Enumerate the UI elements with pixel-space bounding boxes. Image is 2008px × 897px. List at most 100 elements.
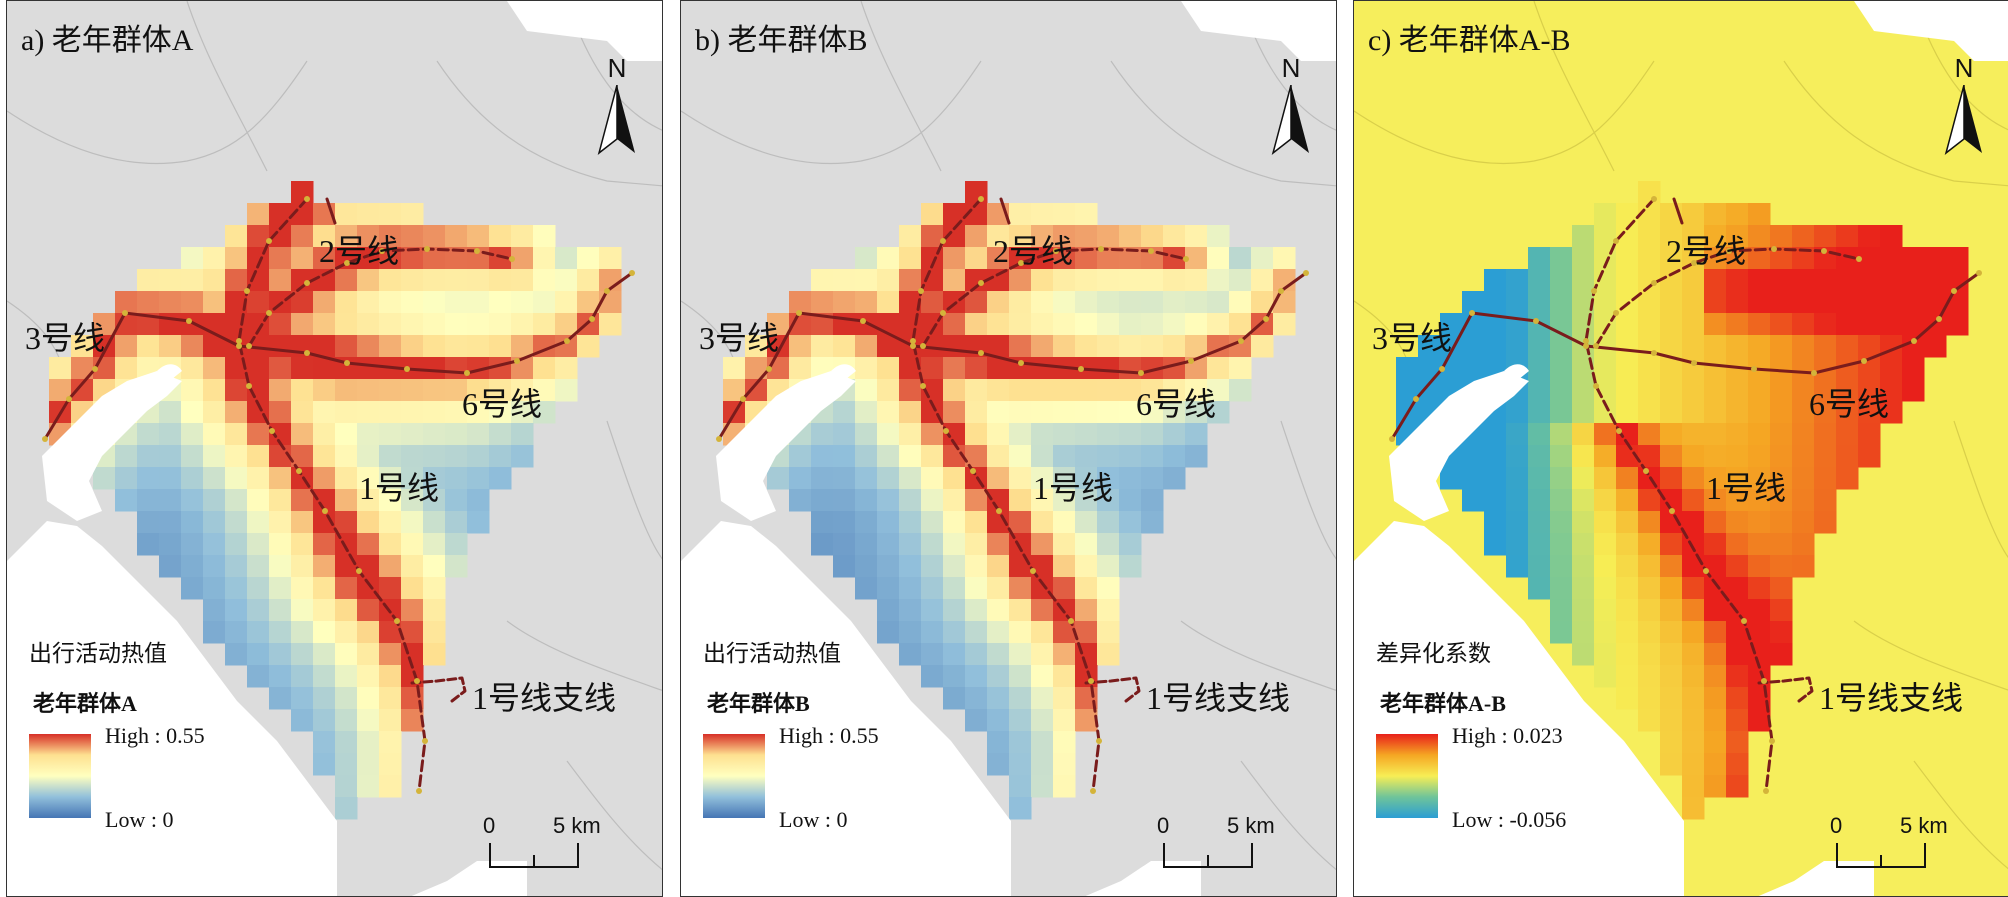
panel-title: a) 老年群体A [21,24,194,57]
station-dot [978,196,984,202]
station-dot [379,248,385,254]
station-dot [244,288,250,294]
legend-subtitle-suffix: B [795,691,810,716]
station-dot [186,318,192,324]
scale-bar [1163,843,1253,868]
label-line3: 3号线 [699,320,780,356]
north-arrow: N [1261,53,1321,163]
label-line1-branch: 1号线支线 [1819,680,1964,716]
panel-title: b) 老年群体B [695,24,868,57]
station-dot [42,436,48,442]
scale-bar-zero: 0 [1157,813,1170,838]
station-dot [1651,196,1657,202]
station-dot [1726,248,1732,254]
station-dot [236,343,242,349]
station-dot [344,360,350,366]
heat-grid [723,181,1296,820]
station-dot [918,288,924,294]
station-dot [1911,338,1917,344]
stations [1389,196,1982,794]
station-dot [266,310,272,316]
metro-line-1-branch [1084,676,1141,703]
station-dot [92,366,98,372]
map-canvas [681,1,1336,896]
station-dot [1148,248,1154,254]
station-dot [414,678,420,684]
station-dot [1691,360,1697,366]
station-dot [1090,788,1096,794]
label-line2: 2号线 [993,233,1074,269]
station-dot [1030,568,1036,574]
station-dot [1439,366,1445,372]
label-line3: 3号线 [1372,320,1453,356]
station-dot [236,338,242,344]
label-line6: 6号线 [462,386,543,422]
station-dot [1771,246,1777,252]
legend-color-ramp [703,734,765,818]
station-dot [629,270,635,276]
station-dot [589,316,595,322]
station-dot [356,568,362,574]
station-dot [860,318,866,324]
scale-bar [1836,843,1926,868]
north-arrow: N [1934,53,1994,163]
station-dot [1811,370,1817,376]
station-dot [766,366,772,372]
station-dot [246,343,252,349]
scale-bar-zero: 0 [483,813,496,838]
station-dot [996,508,1002,514]
legend-color-ramp [29,734,91,818]
station-dot [1188,358,1194,364]
panel-c: c) 老年群体A-B N 2号线 3号线 6号线 1号线 1号线支线 差异化系数 老年群体A-B… [1353,0,2008,897]
scale-bar-zero: 0 [1830,813,1843,838]
station-dot [1389,436,1395,442]
heat-grid [1396,181,1969,820]
station-dot [1583,343,1589,349]
station-dot [716,436,722,442]
label-line1-branch: 1号线支线 [472,680,617,716]
station-dot [970,468,976,474]
station-dot [1088,678,1094,684]
station-dot [344,260,350,266]
station-dot [1533,318,1539,324]
metro-line-1-branch [1757,676,1814,703]
map-canvas [7,1,662,896]
legend-title: 差异化系数 [1376,641,1491,666]
north-label: N [1281,53,1301,83]
station-dot [940,238,946,244]
legend-color-ramp [1376,734,1438,818]
scale-bar [489,843,579,868]
station-dot [66,396,72,402]
legend-high: High : 0.023 [1452,723,1563,748]
metro-line-6 [247,247,514,348]
station-dot [1616,428,1622,434]
station-dot [1651,350,1657,356]
station-dot [269,428,275,434]
station-dot [796,310,802,316]
station-dot [404,366,410,372]
north-arrow-icon [1271,85,1309,155]
station-dot [943,428,949,434]
station-dot [304,196,310,202]
legend-subtitle-suffix: A [121,691,137,716]
station-dot [1183,256,1189,262]
station-dot [1643,468,1649,474]
station-dot [464,370,470,376]
station-dot [740,396,746,402]
station-dot [920,343,926,349]
station-dot [122,310,128,316]
legend-subtitle-prefix: 老年群体 [33,691,122,716]
legend-low: Low : 0 [105,807,174,832]
station-dot [604,288,610,294]
station-dot [1613,238,1619,244]
station-dot [296,468,302,474]
station-dot [1278,288,1284,294]
station-dot [1303,270,1309,276]
legend-high: High : 0.55 [779,723,879,748]
legend-subtitle-prefix: 老年群体 [707,691,796,716]
station-dot [1583,338,1589,344]
legend-subtitle: 老年群体A-B [1380,686,1506,718]
legend-title: 出行活动热值 [703,641,841,666]
station-dot [1053,248,1059,254]
